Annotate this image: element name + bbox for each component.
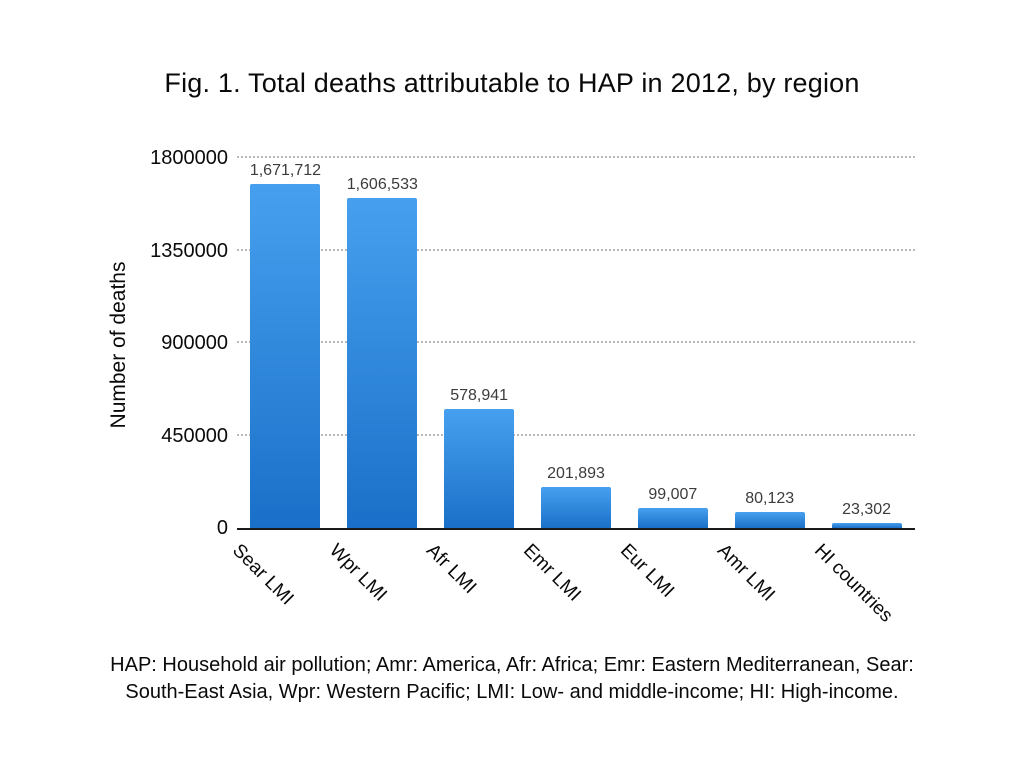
y-axis-tick-label: 1350000 [150,239,228,262]
bar-slot: 1,606,533 [334,158,431,528]
x-label-slot: Eur LMI [616,528,721,648]
x-axis-tick-label: Eur LMI [616,540,678,602]
bar-slot: 99,007 [624,158,721,528]
x-axis-tick-label: Afr LMI [422,540,481,599]
y-axis-tick-labels: 0 450000 900000 1350000 1800000 [0,147,228,539]
x-label-slot: Emr LMI [519,528,625,648]
bar-value-label: 1,671,712 [249,162,322,180]
bar-value-label: 80,123 [745,489,795,507]
x-axis-tick-label: Emr LMI [519,540,585,606]
bar-value-label: 578,941 [450,387,509,404]
bar-value-label: 23,302 [842,501,892,519]
x-axis-tick-label: Sear LMI [228,540,298,610]
gridline [237,341,915,343]
x-label-slot: Sear LMI [229,528,334,648]
plot-area: 1,671,712 1,606,533 578,941 201,893 99,007 80… [237,156,915,530]
x-label-slot: HI countries [810,528,915,648]
gridline [237,433,915,436]
x-label-slot: Amr LMI [713,528,818,648]
bar [831,523,902,528]
bar [250,184,321,528]
y-axis-tick-label: 0 [216,517,228,539]
y-axis-tick-label: 900000 [161,332,228,354]
x-axis-tick-labels: Sear LMI Wpr LMI Afr LMI Emr LMI Eur LMI Amr … [229,528,915,648]
footnote: HAP: Household air pollution; Amr: Ameri… [110,654,914,703]
y-axis-tick-label: 450000 [161,424,228,447]
bar [637,507,708,528]
bar-slot: 23,302 [818,158,915,528]
bar-slot: 80,123 [721,158,818,528]
x-label-slot: Wpr LMI [325,528,431,648]
bar-slot: 1,671,712 [237,158,334,528]
bar [347,197,418,528]
x-label-slot: Afr LMI [422,528,528,648]
bar-value-label: 201,893 [547,464,605,482]
gridline [237,156,915,158]
x-axis-line [237,528,915,530]
y-axis-tick-label: 1800000 [150,147,228,169]
bar [734,511,805,528]
x-axis-tick-label: HI countries [809,540,897,627]
bar [444,409,515,528]
gridline [237,248,915,251]
bar [541,486,611,528]
bar-value-label: 1,606,533 [346,175,418,193]
chart-title: Fig. 1. Total deaths attributable to HAP… [164,68,860,98]
bar-slot: 201,893 [528,158,625,528]
x-axis-tick-label: Amr LMI [712,540,779,606]
bars-layer: 1,671,712 1,606,533 578,941 201,893 99,007 80… [237,158,915,528]
x-axis-tick-label: Wpr LMI [325,540,392,606]
bar-slot: 578,941 [431,158,528,528]
bar-value-label: 99,007 [648,485,698,503]
